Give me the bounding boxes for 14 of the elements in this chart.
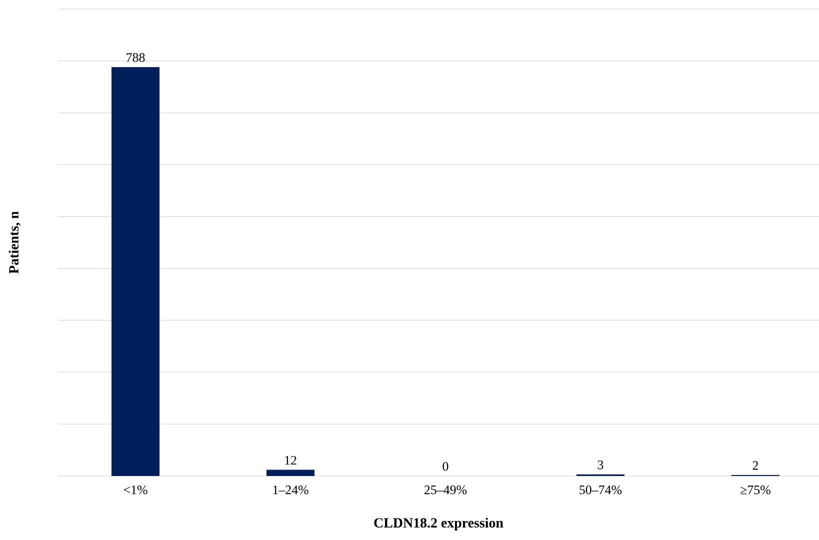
data-label: 12 — [285, 456, 296, 465]
data-label: 788 — [126, 53, 145, 62]
data-label: 2 — [752, 461, 758, 470]
x-tick-label: 25–49% — [424, 486, 467, 494]
bar — [266, 470, 314, 476]
x-tick-label: <1% — [124, 486, 148, 494]
x-tick-label: 50–74% — [580, 486, 622, 494]
x-axis-title: CLDN18.2 expression — [374, 518, 504, 530]
data-label: 0 — [442, 462, 448, 471]
x-tick-label: ≥75% — [740, 486, 770, 494]
bar — [112, 67, 160, 476]
data-label: 3 — [598, 460, 604, 470]
y-axis-title: Patients, n — [8, 211, 21, 274]
x-tick-label: 1–24% — [273, 486, 308, 494]
